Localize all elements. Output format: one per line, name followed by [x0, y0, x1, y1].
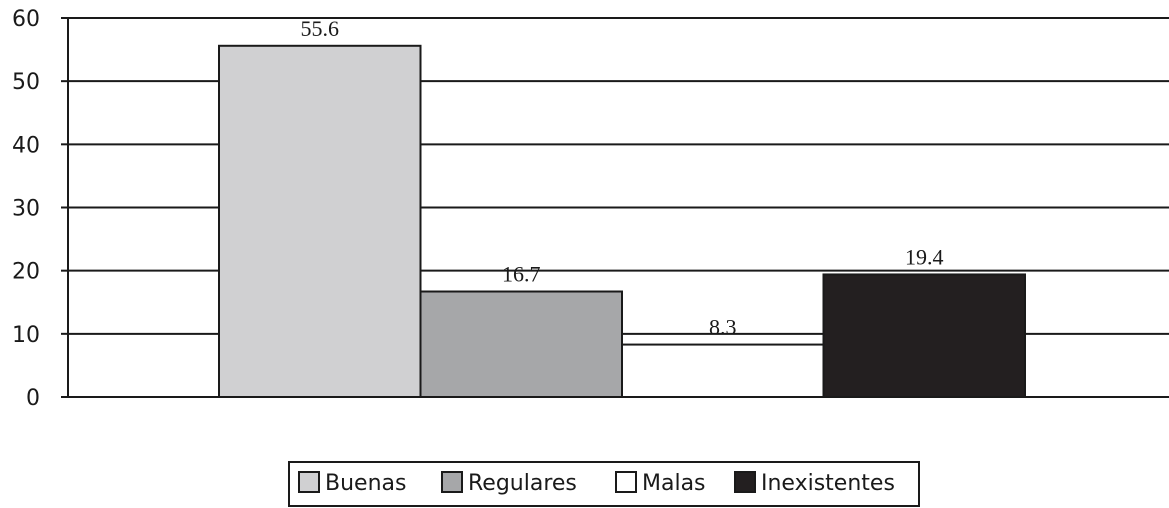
- legend-swatch-inexistentes: [734, 471, 756, 493]
- legend-label-buenas: Buenas: [325, 471, 406, 496]
- y-tick-label: 10: [12, 323, 40, 348]
- bar-buenas: [218, 44, 422, 398]
- bar-inexistentes: [822, 273, 1026, 398]
- y-tick-label: 30: [12, 197, 40, 222]
- data-labels: 55.6 16.7 8.3 19.4: [301, 16, 944, 340]
- legend-label-inexistentes: Inexistentes: [761, 471, 895, 496]
- legend-swatch-regulares: [441, 471, 463, 493]
- legend: Buenas Regulares Malas Inexistentes: [288, 461, 920, 507]
- legend-label-malas: Malas: [642, 471, 706, 496]
- bars: [218, 44, 1026, 398]
- data-label-regulares: 16.7: [502, 262, 541, 287]
- legend-swatch-buenas: [298, 471, 320, 493]
- y-axis: 0 10 20 30 40 50 60: [12, 7, 1169, 411]
- bar-regulares: [419, 290, 623, 398]
- legend-label-regulares: Regulares: [468, 471, 577, 496]
- data-label-buenas: 55.6: [301, 16, 340, 41]
- data-label-malas: 8.3: [709, 315, 737, 340]
- y-tick-label: 50: [12, 70, 40, 95]
- bar-malas: [621, 343, 825, 398]
- y-tick-label: 40: [12, 133, 40, 158]
- y-tick-label: 20: [12, 260, 40, 285]
- y-tick-label: 0: [26, 386, 40, 411]
- y-tick-label: 60: [12, 7, 40, 32]
- data-label-inexistentes: 19.4: [905, 244, 944, 269]
- legend-swatch-malas: [615, 471, 637, 493]
- legend-box: [288, 461, 920, 507]
